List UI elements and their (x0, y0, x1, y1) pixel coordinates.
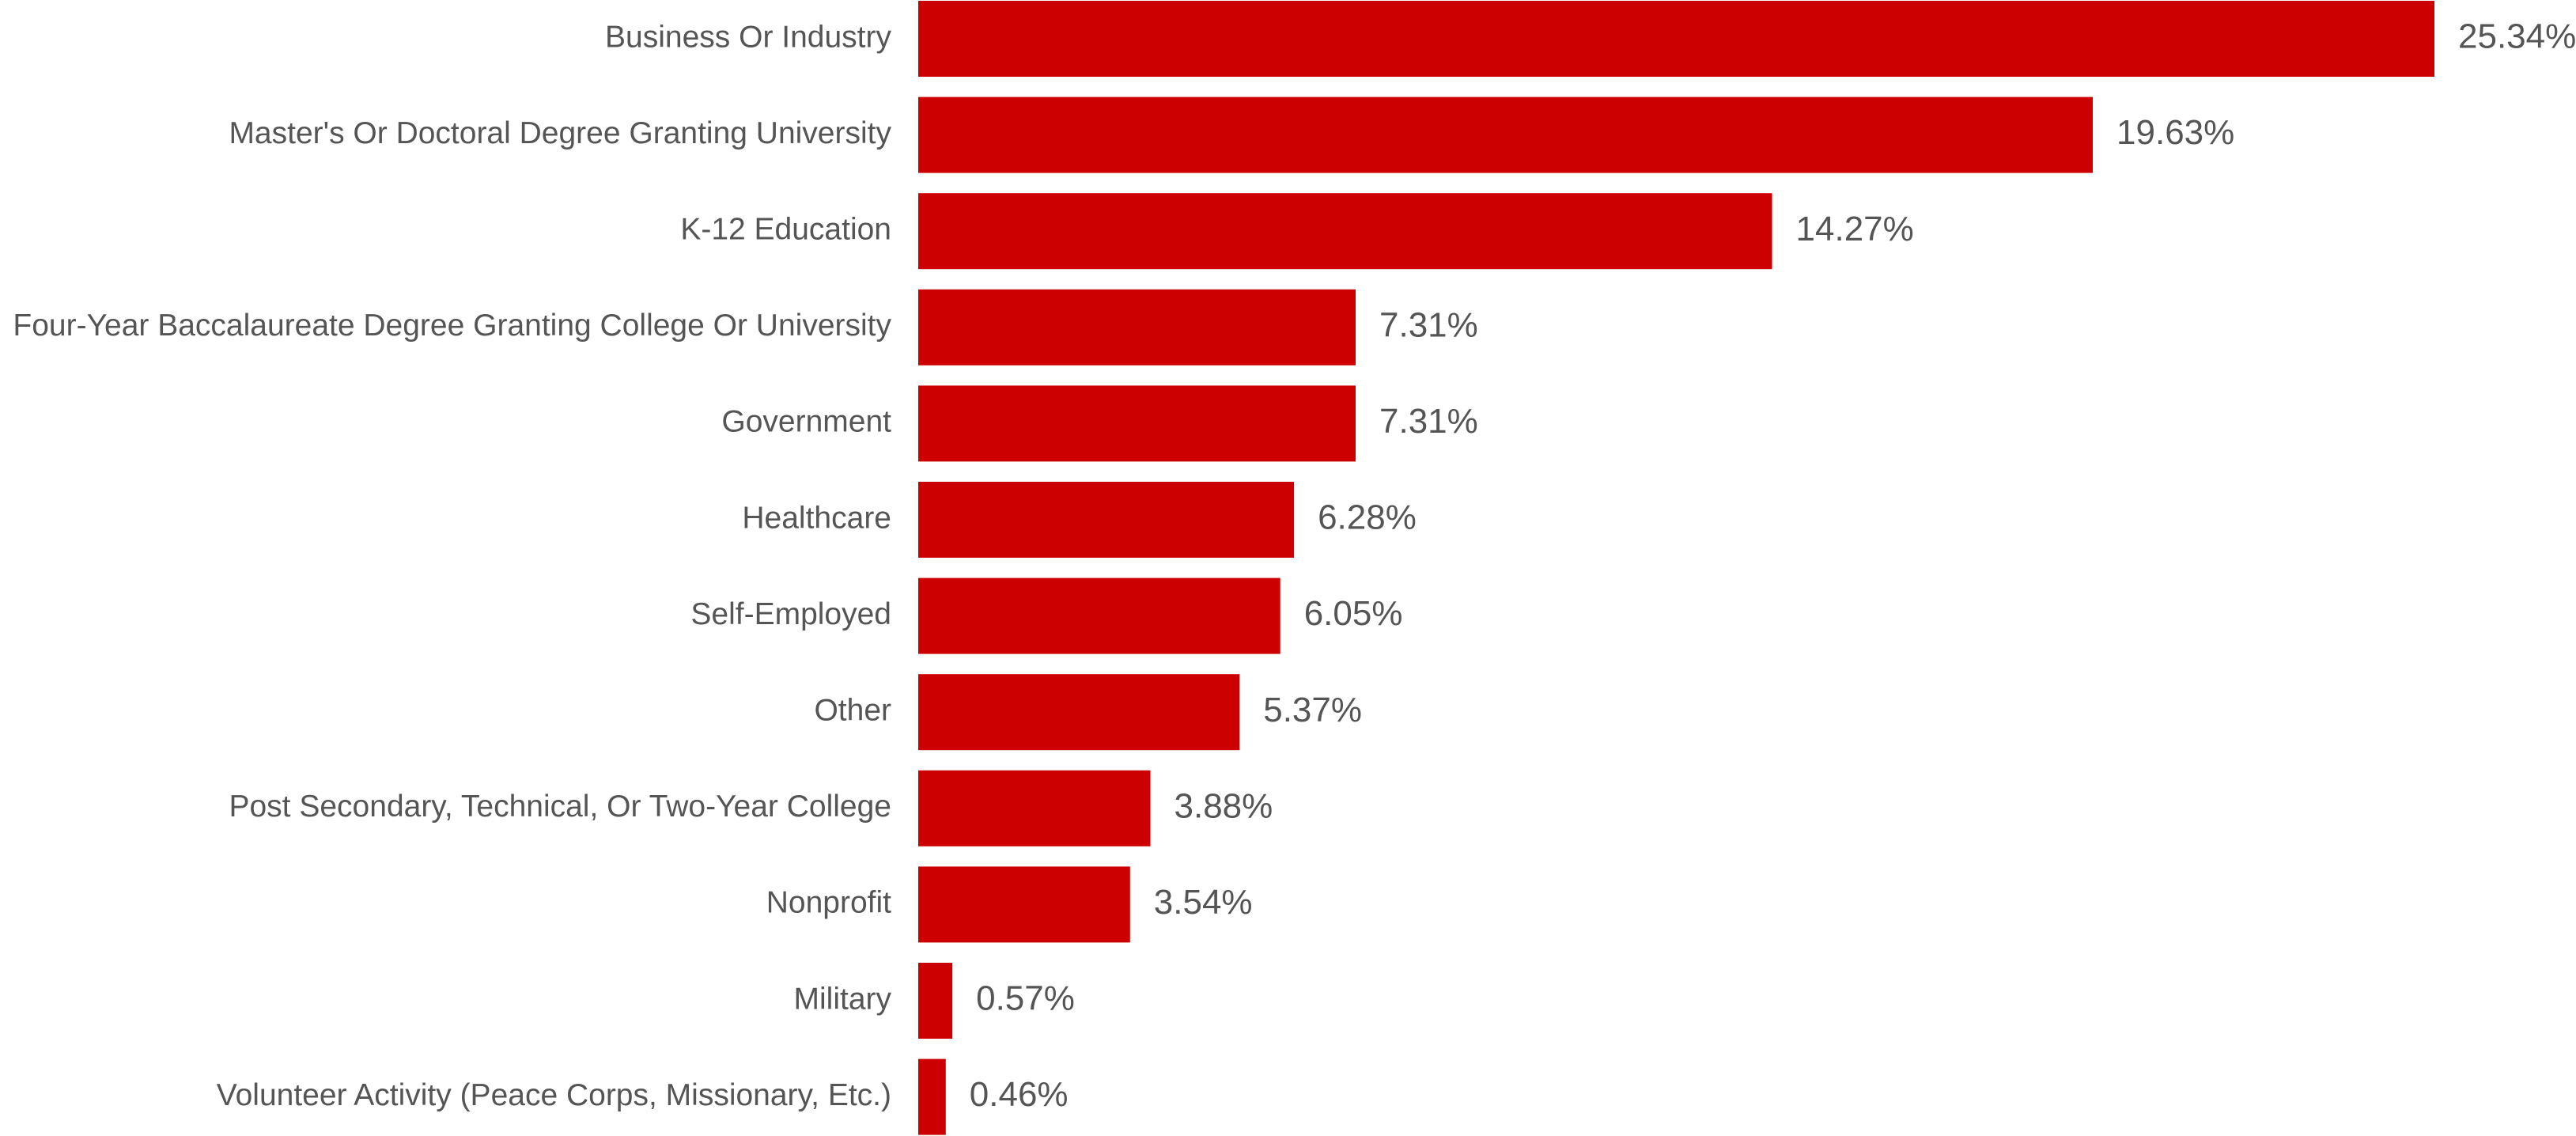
bar (918, 1, 2434, 77)
bar (918, 482, 1295, 558)
category-label: Business Or Industry (605, 20, 891, 54)
bar (918, 289, 1356, 365)
value-label: 19.63% (2116, 113, 2234, 152)
category-label: Healthcare (742, 501, 891, 535)
value-label: 6.28% (1318, 498, 1417, 537)
value-label: 3.54% (1154, 883, 1253, 922)
value-label: 0.57% (976, 979, 1075, 1018)
category-label: Other (814, 693, 891, 727)
value-label: 5.37% (1263, 691, 1362, 729)
value-label: 3.88% (1175, 786, 1273, 825)
category-label: Four-Year Baccalaureate Degree Granting … (13, 309, 891, 343)
bar (918, 866, 1130, 943)
bar (918, 770, 1151, 846)
bar (918, 1058, 946, 1135)
bar (918, 674, 1240, 751)
category-label: Self-Employed (690, 597, 891, 631)
bar (918, 385, 1356, 462)
value-label: 25.34% (2458, 17, 2576, 56)
value-label: 7.31% (1379, 402, 1478, 441)
category-label: Volunteer Activity (Peace Corps, Mission… (217, 1078, 891, 1112)
category-label: Military (794, 982, 892, 1016)
category-label: Government (721, 405, 891, 439)
value-label: 0.46% (970, 1075, 1069, 1114)
bar (918, 97, 2094, 173)
category-label: Nonprofit (766, 886, 891, 920)
value-label: 6.05% (1304, 594, 1403, 633)
category-label: Post Secondary, Technical, Or Two-Year C… (229, 790, 891, 824)
bar (918, 193, 1772, 270)
bar (918, 577, 1280, 654)
category-label: Master's Or Doctoral Degree Granting Uni… (229, 116, 891, 150)
value-label: 14.27% (1796, 210, 1914, 248)
category-label: K-12 Education (680, 212, 891, 246)
bar (918, 963, 953, 1039)
value-label: 7.31% (1379, 305, 1478, 344)
